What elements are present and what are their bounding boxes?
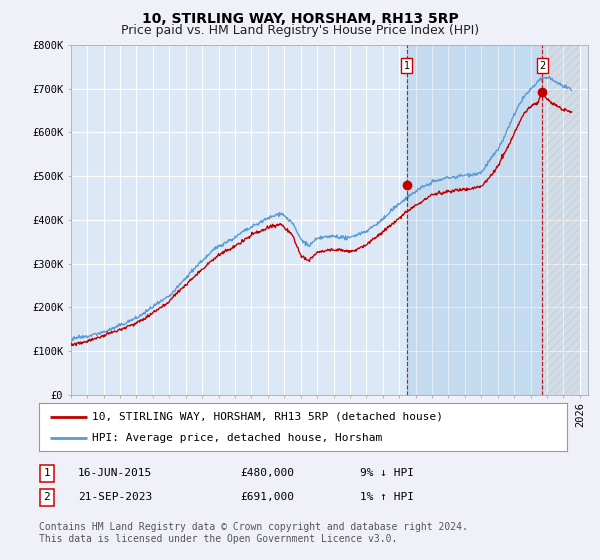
- Text: 21-SEP-2023: 21-SEP-2023: [78, 492, 152, 502]
- Text: 1% ↑ HPI: 1% ↑ HPI: [360, 492, 414, 502]
- Text: 10, STIRLING WAY, HORSHAM, RH13 5RP: 10, STIRLING WAY, HORSHAM, RH13 5RP: [142, 12, 458, 26]
- Text: 1: 1: [404, 61, 410, 71]
- Text: 1: 1: [43, 468, 50, 478]
- Text: £480,000: £480,000: [240, 468, 294, 478]
- Text: HPI: Average price, detached house, Horsham: HPI: Average price, detached house, Hors…: [92, 433, 382, 443]
- Text: 2: 2: [539, 61, 545, 71]
- Text: 16-JUN-2015: 16-JUN-2015: [78, 468, 152, 478]
- Text: £691,000: £691,000: [240, 492, 294, 502]
- Text: 10, STIRLING WAY, HORSHAM, RH13 5RP (detached house): 10, STIRLING WAY, HORSHAM, RH13 5RP (det…: [92, 412, 443, 422]
- Text: Price paid vs. HM Land Registry's House Price Index (HPI): Price paid vs. HM Land Registry's House …: [121, 24, 479, 36]
- Text: 2: 2: [43, 492, 50, 502]
- Text: 9% ↓ HPI: 9% ↓ HPI: [360, 468, 414, 478]
- Bar: [542, 45, 580, 395]
- Bar: [407, 45, 542, 395]
- Text: Contains HM Land Registry data © Crown copyright and database right 2024.
This d: Contains HM Land Registry data © Crown c…: [39, 522, 468, 544]
